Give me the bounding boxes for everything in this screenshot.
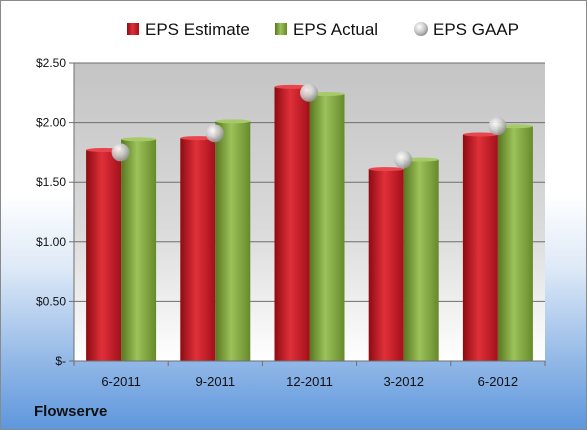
plot-area: $- $0.50 $1.00 $1.50 $2.00 $2.50 6-2011 9-2011 1… bbox=[36, 56, 546, 389]
y-tick-label: $- bbox=[55, 354, 66, 368]
bar-eps-estimate bbox=[86, 150, 122, 361]
marker-eps-gaap bbox=[300, 83, 318, 102]
legend-label: EPS GAAP bbox=[433, 20, 519, 39]
bar-eps-actual-top bbox=[215, 119, 251, 124]
y-tick-label: $1.00 bbox=[36, 235, 66, 249]
x-tick-label: 12-2011 bbox=[286, 374, 333, 389]
bar-eps-actual bbox=[309, 93, 345, 361]
bar-eps-estimate-top bbox=[180, 136, 216, 141]
y-tick-label: $0.50 bbox=[36, 294, 66, 308]
x-tick-label: 6-2012 bbox=[478, 374, 518, 389]
legend: EPS Estimate EPS Actual EPS GAAP bbox=[127, 20, 519, 39]
company-name: Flowserve bbox=[34, 403, 108, 420]
bar-eps-actual-top bbox=[403, 157, 439, 162]
bar-eps-estimate-top bbox=[368, 167, 404, 172]
bar-eps-actual bbox=[497, 126, 533, 362]
bar-eps-estimate-top bbox=[274, 84, 310, 89]
legend-label: EPS Estimate bbox=[145, 20, 250, 39]
marker-eps-gaap bbox=[488, 117, 507, 136]
bar-eps-actual bbox=[121, 139, 157, 361]
legend-swatch bbox=[414, 22, 428, 36]
y-tick-label: $2.50 bbox=[36, 56, 66, 70]
legend-label: EPS Actual bbox=[293, 20, 378, 39]
bar-eps-estimate-top bbox=[462, 132, 498, 137]
x-tick-label: 3-2012 bbox=[383, 374, 423, 389]
bar-eps-actual-top bbox=[309, 91, 345, 96]
bar-eps-actual bbox=[403, 159, 439, 361]
legend-swatch bbox=[127, 23, 139, 35]
y-tick-label: $2.00 bbox=[36, 116, 66, 130]
bar-eps-estimate bbox=[180, 138, 216, 361]
bar-eps-actual-top bbox=[497, 124, 533, 129]
legend-swatch bbox=[275, 23, 287, 35]
x-tick-label: 6-2011 bbox=[101, 374, 141, 389]
bar-eps-actual bbox=[215, 121, 251, 362]
bar-eps-actual-top bbox=[121, 137, 157, 142]
bar-eps-estimate bbox=[274, 86, 310, 361]
bar-eps-estimate bbox=[368, 169, 404, 361]
y-tick-label: $1.50 bbox=[36, 175, 66, 189]
bar-eps-estimate bbox=[462, 134, 498, 361]
marker-eps-gaap bbox=[394, 150, 413, 169]
x-tick-label: 9-2011 bbox=[196, 374, 236, 389]
marker-eps-gaap bbox=[111, 143, 130, 162]
marker-eps-gaap bbox=[205, 124, 224, 143]
